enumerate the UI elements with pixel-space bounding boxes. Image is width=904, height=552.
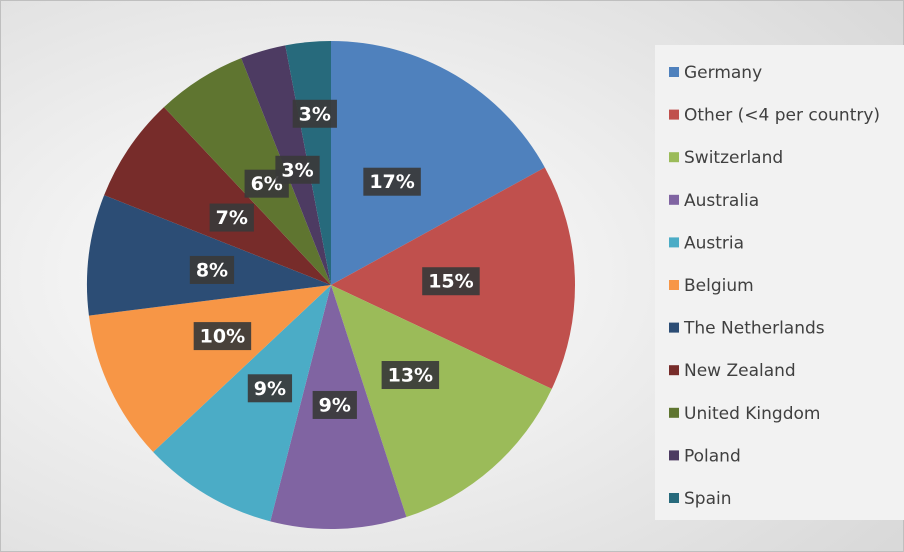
legend-label: Austria: [684, 233, 744, 253]
pie-slice: [88, 285, 331, 453]
legend-label: Germany: [684, 63, 762, 83]
legend-label: The Netherlands: [683, 319, 825, 339]
legend-label: Other (<4 per country): [684, 106, 880, 126]
data-label-box: [363, 167, 421, 196]
legend-swatch: [669, 67, 679, 77]
pie-slice: [104, 107, 331, 285]
legend-swatch: [669, 493, 679, 503]
data-label-box: [312, 390, 357, 419]
data-label: 9%: [254, 378, 286, 400]
data-label-box: [422, 267, 480, 296]
data-label: 8%: [196, 259, 228, 281]
data-label: 10%: [200, 326, 245, 348]
data-label-box: [209, 203, 254, 232]
pie-slice: [331, 285, 552, 518]
data-label: 7%: [216, 207, 248, 229]
pie-slice: [153, 285, 331, 522]
legend-label: United Kingdom: [684, 404, 820, 424]
data-label: 3%: [299, 103, 331, 125]
data-label-box: [292, 99, 337, 128]
legend-label: Switzerland: [684, 148, 783, 168]
data-label: 9%: [319, 394, 351, 416]
legend-swatch: [669, 152, 679, 163]
data-label: 13%: [388, 365, 433, 387]
data-label-box: [193, 322, 252, 351]
data-label: 15%: [428, 271, 473, 293]
legend-label: Belgium: [684, 276, 754, 296]
legend-label: New Zealand: [684, 361, 796, 381]
pie-slice: [87, 195, 331, 316]
data-label: 3%: [281, 159, 313, 181]
data-label-box: [189, 255, 235, 284]
data-label-box: [275, 155, 320, 184]
legend-swatch: [669, 237, 679, 248]
data-label-box: [381, 361, 440, 390]
legend-swatch: [669, 407, 679, 418]
legend-label: Poland: [684, 446, 741, 466]
legend-swatch: [669, 365, 679, 376]
legend-box: [655, 45, 904, 520]
legend-swatch: [669, 109, 679, 120]
legend-label: Australia: [684, 191, 759, 211]
legend-swatch: [669, 194, 679, 205]
data-label: 17%: [369, 171, 414, 193]
data-label-box: [247, 374, 293, 403]
pie-slice: [331, 41, 545, 285]
legend-swatch: [669, 280, 679, 290]
legend-swatch: [669, 322, 679, 333]
legend-label: Spain: [684, 489, 732, 509]
data-label: 6%: [251, 173, 283, 195]
legend-swatch: [669, 450, 679, 461]
